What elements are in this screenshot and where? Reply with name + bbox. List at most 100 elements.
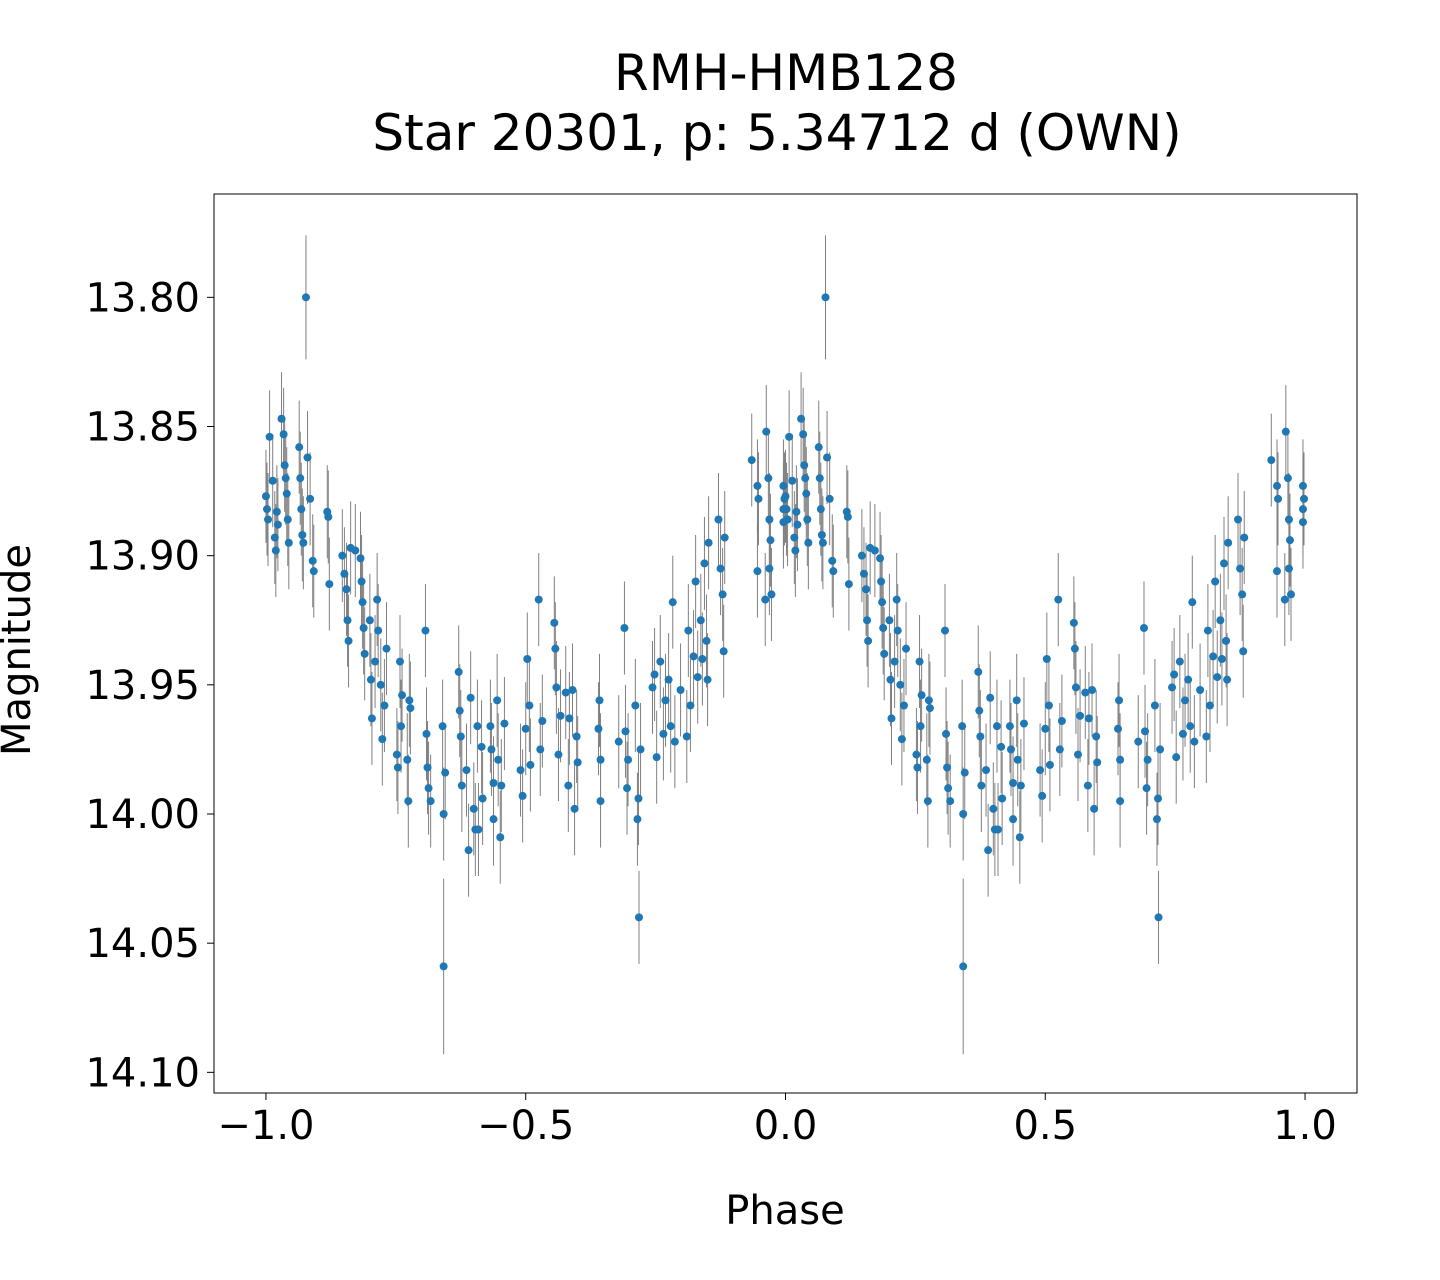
data-point (714, 515, 723, 524)
data-point (923, 797, 932, 806)
data-point (982, 766, 991, 775)
data-point (916, 722, 925, 731)
y-tick-label: 13.90 (85, 534, 200, 580)
data-point (1041, 724, 1050, 733)
data-point (797, 414, 806, 423)
data-point (570, 804, 579, 813)
y-axis-label: Magnitude (0, 544, 40, 756)
data-point (1283, 474, 1292, 483)
data-point (1298, 518, 1307, 527)
x-axis: −1.0 −0.5 0.0 0.5 1.0 (217, 1093, 1337, 1149)
data-point (779, 505, 788, 514)
data-point (960, 768, 969, 777)
data-point (595, 696, 604, 705)
data-point (765, 515, 774, 524)
data-point (1190, 737, 1199, 746)
data-point (1298, 481, 1307, 490)
data-point (1154, 913, 1163, 922)
data-point (803, 515, 812, 524)
data-point (392, 750, 401, 759)
data-point (876, 554, 885, 563)
data-point (1205, 701, 1214, 710)
data-point (785, 432, 794, 441)
data-point (338, 551, 347, 560)
data-point (828, 556, 837, 565)
data-point (823, 453, 832, 462)
data-point (993, 825, 1002, 834)
data-point (367, 714, 376, 723)
data-point (1238, 590, 1247, 599)
data-point (843, 512, 852, 521)
data-point (1196, 686, 1205, 694)
data-point (761, 595, 770, 604)
data-point (1184, 675, 1193, 684)
data-point (766, 536, 775, 545)
data-point (1224, 538, 1233, 547)
data-point (325, 580, 334, 589)
data-point (698, 655, 707, 663)
data-point (1284, 515, 1293, 524)
data-point (1223, 675, 1232, 684)
data-point (976, 732, 985, 741)
data-point (357, 577, 366, 586)
data-point (859, 569, 868, 578)
data-point (870, 546, 879, 555)
data-point (284, 538, 293, 547)
data-point (1280, 595, 1289, 604)
data-point (924, 696, 933, 705)
data-point (523, 655, 532, 663)
data-point (1170, 670, 1179, 679)
data-point (423, 763, 432, 772)
data-point (273, 520, 282, 529)
data-point (1083, 781, 1092, 790)
data-point (915, 657, 924, 666)
data-point (1142, 784, 1151, 793)
data-point (1178, 729, 1187, 738)
data-point (1092, 732, 1101, 741)
data-point (614, 737, 623, 746)
data-point (1285, 536, 1294, 545)
data-point (395, 657, 404, 666)
data-point (814, 443, 823, 452)
data-point (652, 753, 661, 762)
data-point (268, 476, 277, 485)
data-point (1016, 781, 1025, 790)
data-point (366, 675, 375, 684)
data-point (1044, 701, 1053, 710)
data-point (704, 538, 713, 547)
chart-title-line-2: Star 20301, p: 5.34712 d (OWN) (372, 104, 1181, 162)
y-axis: 13.80 13.85 13.90 13.95 14.00 14.05 14.10 (85, 275, 214, 1096)
data-point (306, 494, 315, 503)
data-point (1168, 683, 1177, 692)
data-point (534, 595, 543, 604)
data-point (925, 704, 934, 713)
data-point (821, 293, 830, 302)
data-point (1006, 745, 1015, 754)
data-point (264, 515, 273, 524)
data-point (944, 784, 953, 793)
data-point (1074, 750, 1083, 759)
data-point (793, 520, 802, 529)
data-point (1236, 564, 1245, 573)
data-point (804, 538, 813, 547)
data-point (525, 701, 534, 710)
data-point (1036, 766, 1045, 775)
data-point (1090, 804, 1099, 813)
data-point (917, 691, 926, 700)
data-point (397, 722, 406, 731)
data-point (552, 683, 561, 692)
data-point (862, 585, 871, 594)
data-point (912, 750, 921, 759)
data-point (1045, 760, 1054, 769)
data-point (351, 546, 360, 555)
data-point (633, 815, 642, 824)
data-point (902, 644, 911, 653)
data-point (295, 443, 304, 452)
data-point (691, 577, 700, 586)
data-point (896, 680, 905, 689)
data-point (568, 686, 577, 694)
data-point (1116, 797, 1125, 806)
data-point (378, 735, 387, 744)
data-point (1186, 722, 1195, 731)
data-point (554, 750, 563, 759)
